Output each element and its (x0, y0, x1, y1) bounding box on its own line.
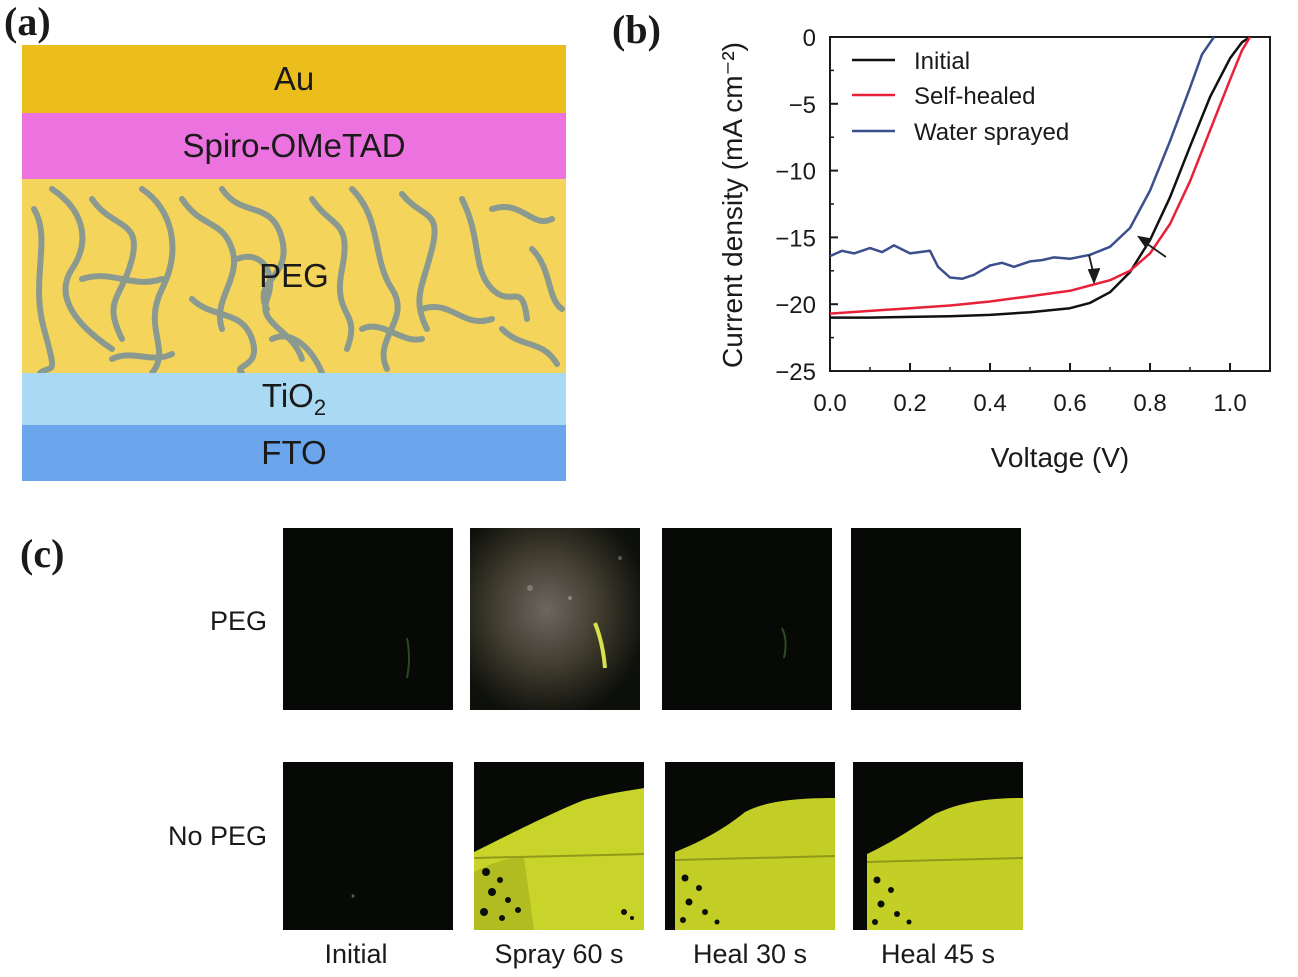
layer-peg-label: PEG (259, 257, 329, 294)
layer-tio2-label: TiO2 (262, 377, 326, 421)
polymer-chains-illustration (31, 186, 565, 373)
photo-peg-heal45 (851, 528, 1021, 710)
photo-peg-heal45-content (851, 528, 1021, 710)
layer-spiro-ometad: Spiro-OMeTAD (22, 113, 566, 179)
photo-nopeg-initial-content (283, 762, 453, 930)
layer-fto-label: FTO (261, 434, 327, 471)
photo-nopeg-initial (283, 762, 453, 930)
panel-label-a: (a) (4, 0, 51, 44)
x-axis-title: Voltage (V) (991, 442, 1130, 473)
jv-chart: 0.0 0.2 0.4 0.6 0.8 1.0 0 −5 −10 −15 −20 −25 Initi… (717, 25, 1271, 473)
tio2-subscript: 2 (313, 395, 327, 420)
x-tick-label: 1.0 (1213, 390, 1246, 417)
chart-legend: Initial Self-healed Water sprayed (852, 48, 1069, 146)
legend-self-healed: Self-healed (914, 83, 1035, 110)
x-tick-label: 0.4 (973, 390, 1006, 417)
device-layer-stack: Au Spiro-OMeTAD (22, 45, 566, 481)
annotation-arrows (1087, 235, 1167, 285)
photo-peg-initial-content (283, 528, 453, 710)
y-axis-title: Current density (mA cm⁻²) (717, 42, 748, 368)
col-label-heal45: Heal 45 s (880, 939, 996, 969)
y-tick-label: −15 (775, 225, 816, 252)
legend-water-sprayed: Water sprayed (914, 119, 1069, 146)
arrow-head-water-sprayed (1137, 235, 1152, 249)
photo-nopeg-heal45 (853, 762, 1023, 930)
legend-initial: Initial (914, 48, 970, 75)
col-label-initial: Initial (324, 939, 388, 969)
series-line-water-sprayed (829, 36, 1216, 281)
x-tick-label: 0.2 (893, 390, 926, 417)
photo-nopeg-heal45-content (853, 762, 1023, 930)
col-label-heal30: Heal 30 s (692, 939, 808, 969)
layer-au-label: Au (273, 60, 315, 97)
series-line-self-healed (829, 36, 1252, 315)
layer-peg: PEG (22, 179, 566, 373)
plot-frame (829, 36, 1271, 372)
photo-peg-initial (283, 528, 453, 710)
photo-peg-heal30-content (662, 528, 832, 710)
layer-tio2: TiO2 (22, 373, 566, 425)
tio2-base-text: TiO (261, 377, 314, 414)
photo-peg-heal30 (662, 528, 832, 710)
x-tick-label: 0.0 (813, 390, 846, 417)
layer-au: Au (22, 45, 566, 113)
photo-peg-spray (470, 528, 640, 710)
y-tick-label: −5 (789, 92, 816, 119)
photo-peg-spray-content (470, 528, 640, 710)
y-tick-label: −10 (775, 159, 816, 186)
row-label-no-peg: No PEG (167, 821, 267, 851)
col-label-spray: Spray 60 s (494, 939, 624, 969)
layer-fto: FTO (22, 425, 566, 481)
y-tick-label: −25 (775, 359, 816, 386)
row-label-peg: PEG (209, 606, 267, 636)
panel-label-c: (c) (20, 531, 65, 576)
x-tick-label: 0.6 (1053, 390, 1086, 417)
y-tick-label: 0 (803, 25, 816, 52)
arrow-head-self-healed (1087, 267, 1101, 285)
photo-nopeg-heal30 (665, 762, 835, 930)
x-tick-label: 0.8 (1133, 390, 1166, 417)
photo-nopeg-heal30-content (665, 762, 835, 930)
photo-nopeg-spray-content (474, 762, 644, 930)
layer-spiro-label: Spiro-OMeTAD (182, 127, 406, 164)
photo-nopeg-spray (474, 762, 644, 930)
y-tick-label: −20 (775, 292, 816, 319)
series-line-initial (830, 35, 1251, 319)
panel-label-b: (b) (612, 7, 661, 52)
